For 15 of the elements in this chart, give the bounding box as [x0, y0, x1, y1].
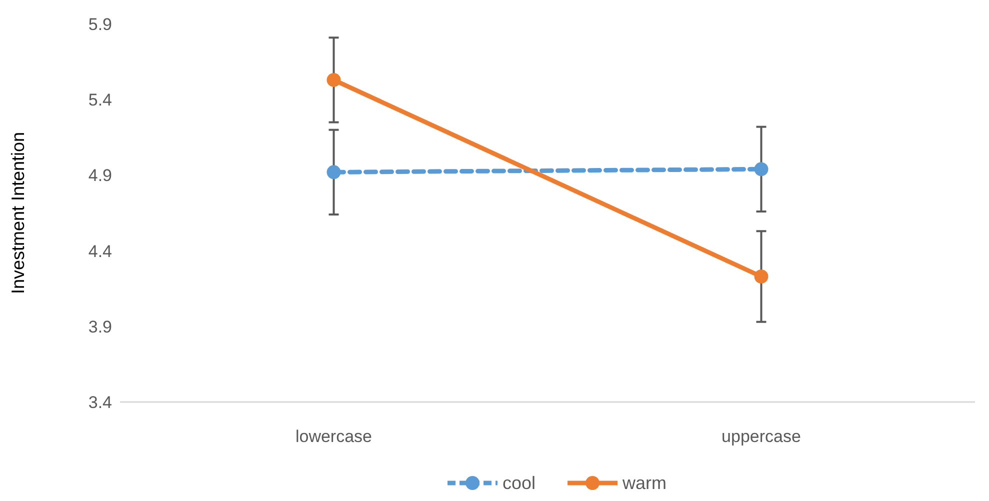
y-axis-title: Investment Intention: [8, 132, 28, 294]
point: [326, 165, 341, 180]
y-tick-label: 3.9: [88, 317, 112, 336]
legend-label: warm: [622, 473, 666, 493]
legend-label: cool: [502, 473, 536, 493]
x-tick-label: uppercase: [722, 427, 801, 446]
y-tick-label: 5.4: [88, 90, 112, 110]
y-tick-label: 5.9: [88, 14, 112, 34]
point: [326, 72, 341, 87]
y-tick-label: 4.4: [88, 242, 112, 261]
point: [754, 270, 768, 284]
x-tick-label: lowercase: [295, 427, 372, 446]
y-tick-label: 4.9: [88, 166, 112, 186]
point: [754, 162, 768, 176]
y-tick-label: 3.4: [88, 392, 112, 412]
